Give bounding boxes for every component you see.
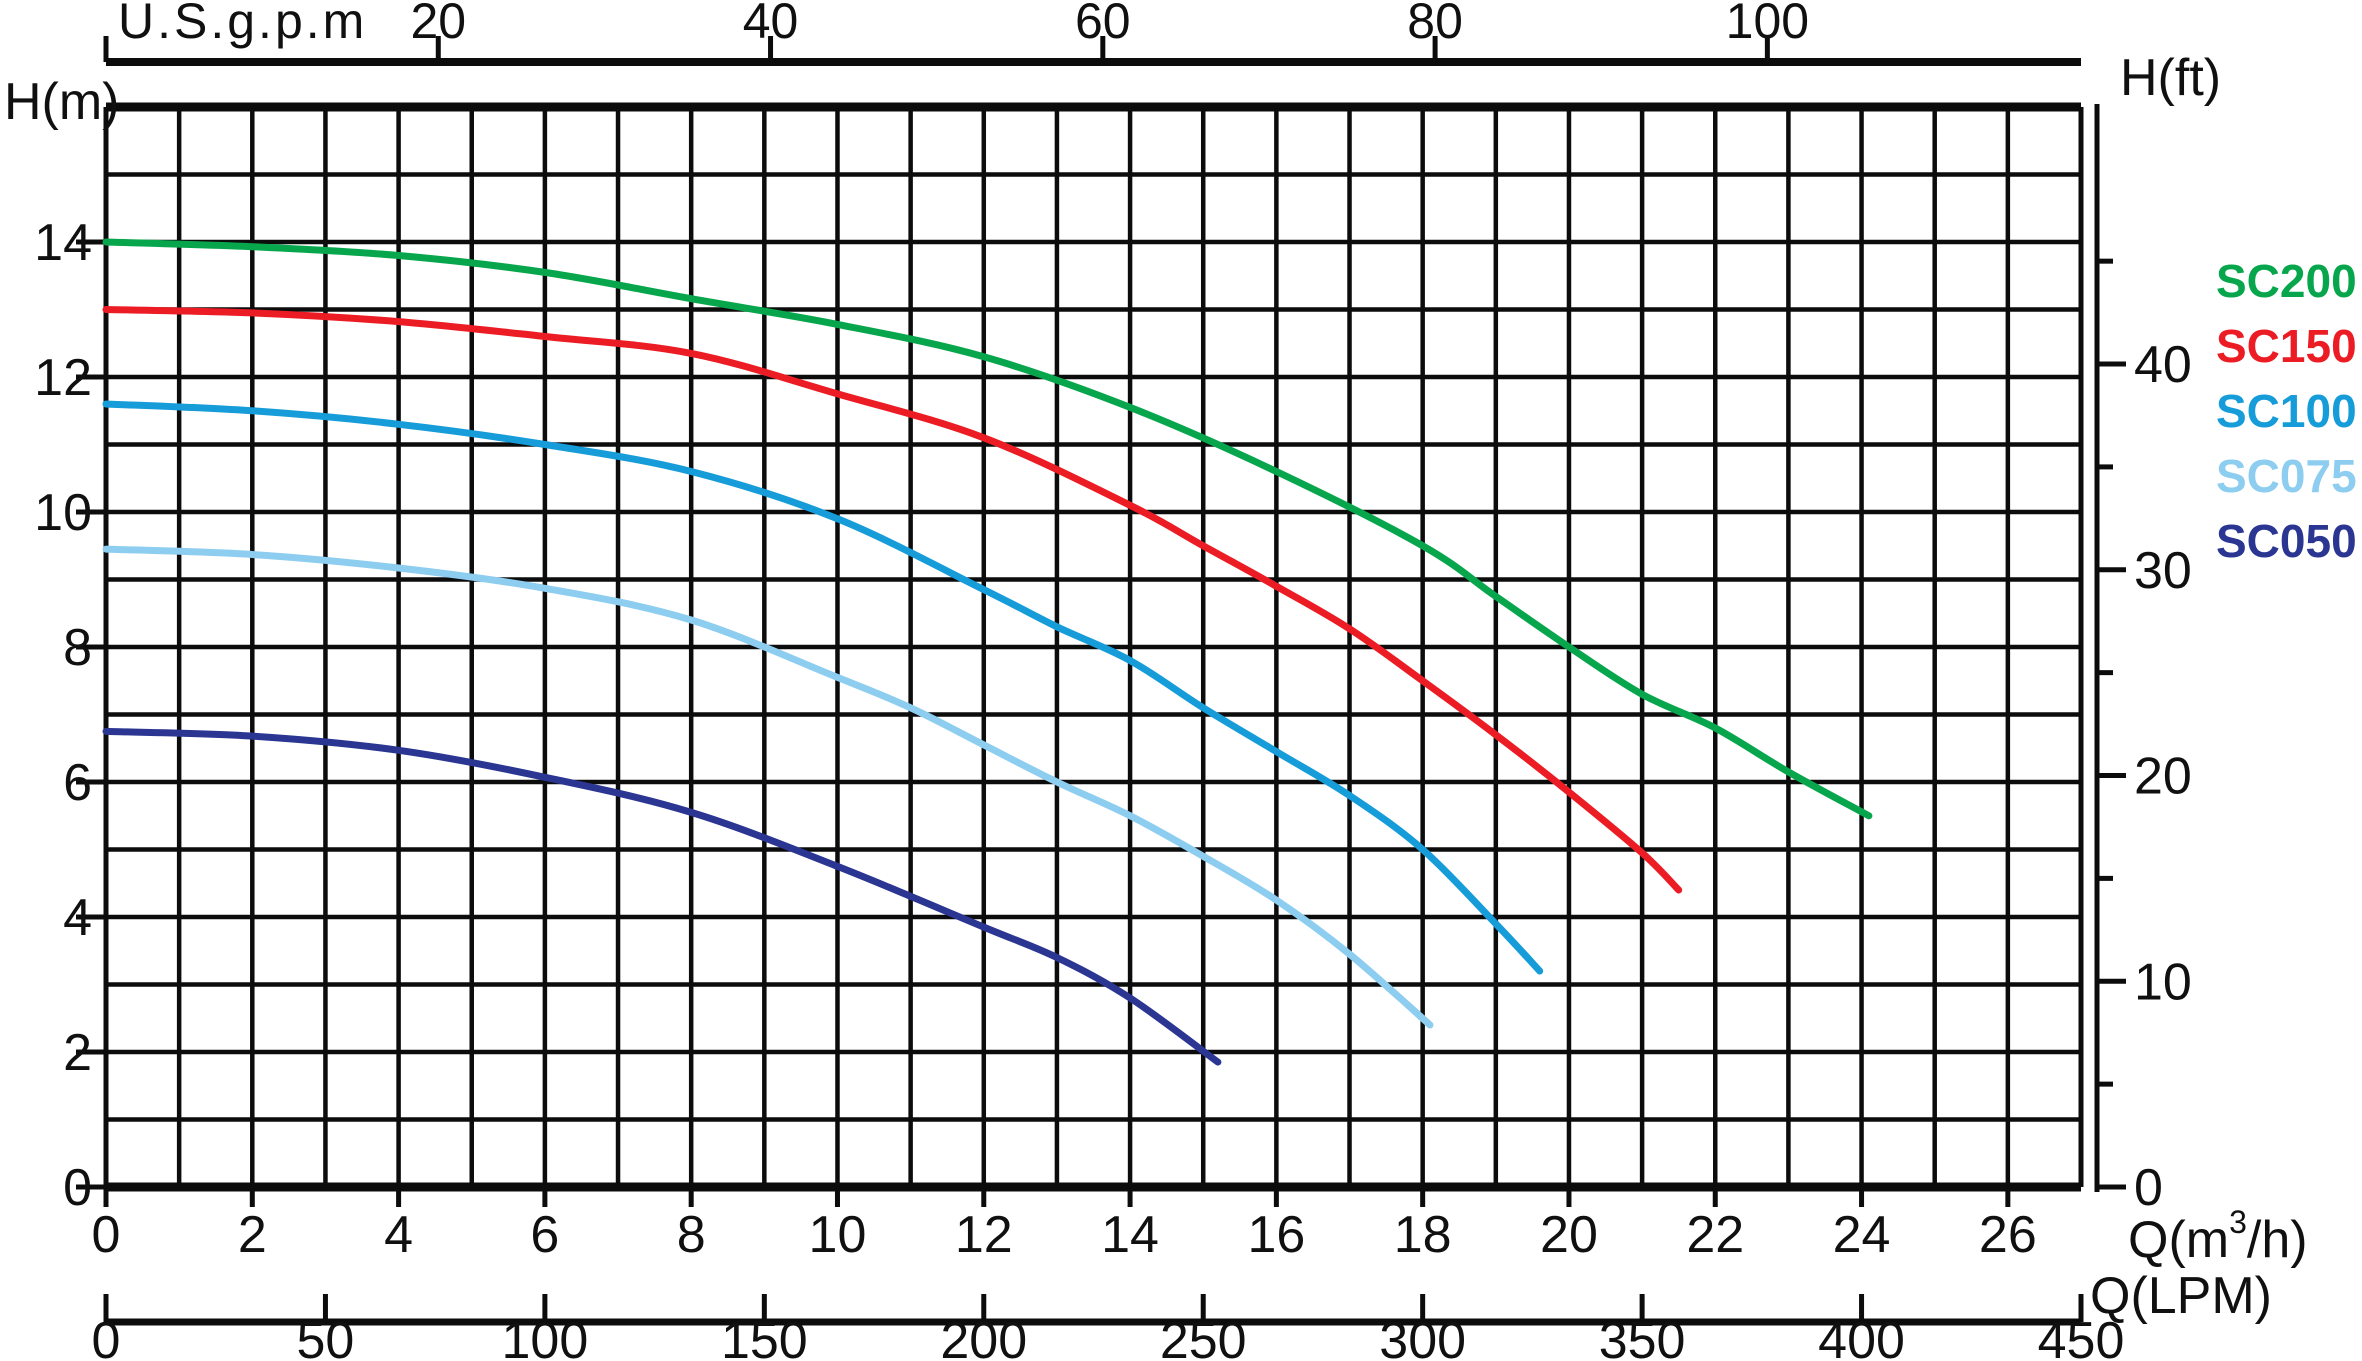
bottom-tick-label: 6 (530, 1206, 559, 1264)
legend-item-sc200: SC200 (2216, 255, 2357, 307)
bottom-tick-label: 16 (1247, 1206, 1305, 1264)
top-tick-label: 80 (1407, 0, 1463, 49)
lpm-tick-label: 0 (92, 1312, 121, 1361)
bottom-tick-label: 4 (384, 1206, 413, 1264)
bottom-axis-title-suffix: /h) (2246, 1211, 2308, 1269)
lpm-axis-title: Q(LPM) (2090, 1267, 2272, 1325)
lpm-tick-label: 400 (1818, 1312, 1905, 1361)
bottom-tick-label: 14 (1101, 1206, 1159, 1264)
curves (102, 238, 1873, 1066)
bottom-tick-label: 10 (809, 1206, 867, 1264)
curve-sc150 (102, 306, 1683, 894)
lpm-tick-label: 450 (2038, 1312, 2125, 1361)
top-tick-label: 40 (743, 0, 799, 49)
top-axis-title: U.S.g.p.m (118, 0, 368, 49)
lpm-tick-label: 100 (502, 1312, 589, 1361)
left-axis-title: H(m) (4, 73, 120, 131)
bottom-axis-title-prefix: Q(m (2128, 1211, 2230, 1269)
bottom-tick-label: 8 (677, 1206, 706, 1264)
legend-item-sc050: SC050 (2216, 515, 2357, 567)
bottom-tick-label: 22 (1686, 1206, 1744, 1264)
bottom-axis-title: Q(m3/h) (2128, 1206, 2308, 1266)
left-tick-label: 10 (34, 484, 92, 542)
left-tick-label: 0 (63, 1159, 92, 1217)
right-tick-label: 0 (2134, 1159, 2163, 1217)
curve-sc200 (102, 238, 1873, 820)
left-tick-label: 6 (63, 754, 92, 812)
bottom-tick-label: 24 (1833, 1206, 1891, 1264)
right-tick-label: 10 (2134, 953, 2192, 1011)
left-tick-label: 2 (63, 1024, 92, 1082)
top-tick-label: 100 (1726, 0, 1809, 49)
bottom-tick-label: 12 (955, 1206, 1013, 1264)
lpm-tick-label: 150 (721, 1312, 808, 1361)
curve-sc075 (102, 545, 1434, 1029)
bottom-tick-label: 18 (1394, 1206, 1452, 1264)
top-gpm-axis: 20 40 60 80 100 (103, 0, 2081, 66)
bottom-axis: 0 2 4 6 8 10 12 14 16 18 20 22 24 26 (92, 1189, 2037, 1264)
chart-legend: SC200 SC150 SC100 SC075 SC050 (2216, 258, 2357, 583)
right-tick-label: 20 (2134, 748, 2192, 806)
right-axis-title: H(ft) (2120, 49, 2222, 107)
lpm-tick-label: 50 (297, 1312, 355, 1361)
bottom-tick-label: 26 (1979, 1206, 2037, 1264)
right-tick-label: 30 (2134, 542, 2192, 600)
bottom-tick-label: 20 (1540, 1206, 1598, 1264)
lpm-axis: 0 50 100 150 200 250 300 350 400 450 (92, 1294, 2125, 1361)
right-tick-label: 40 (2134, 336, 2192, 394)
legend-item-sc075: SC075 (2216, 450, 2357, 502)
legend-item-sc100: SC100 (2216, 385, 2357, 437)
curve-sc100 (102, 400, 1544, 975)
top-tick-label: 60 (1075, 0, 1131, 49)
right-ft-axis: 0 10 20 30 40 (2094, 104, 2192, 1217)
left-axis: 0 2 4 6 8 10 12 14 (34, 214, 106, 1217)
left-tick-label: 4 (63, 889, 92, 947)
lpm-tick-label: 300 (1379, 1312, 1466, 1361)
lpm-tick-label: 250 (1160, 1312, 1247, 1361)
bottom-tick-label: 2 (238, 1206, 267, 1264)
top-tick-label: 20 (410, 0, 466, 49)
left-tick-label: 12 (34, 349, 92, 407)
legend-item-sc150: SC150 (2216, 320, 2357, 372)
left-tick-label: 14 (34, 214, 92, 272)
lpm-tick-label: 350 (1599, 1312, 1686, 1361)
curve-sc050 (102, 727, 1222, 1066)
lpm-tick-label: 200 (940, 1312, 1027, 1361)
grid (103, 102, 2084, 1192)
bottom-tick-label: 0 (92, 1206, 121, 1264)
left-tick-label: 8 (63, 619, 92, 677)
bottom-axis-title-sup: 3 (2229, 1204, 2247, 1240)
